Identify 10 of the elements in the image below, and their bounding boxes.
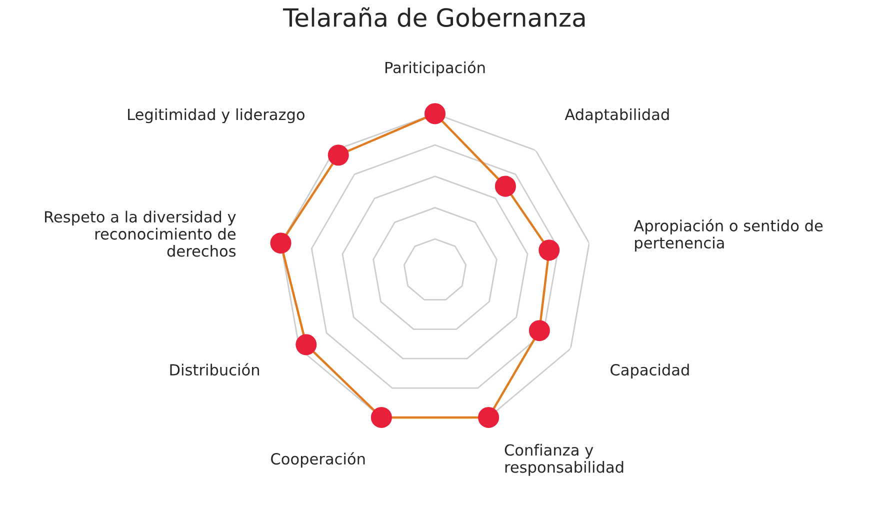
spoke-label: Distribución <box>170 363 259 376</box>
spoke-label: Confianza y responsabilidad <box>504 444 624 476</box>
spoke-label: Cooperación <box>271 452 365 468</box>
spoke-label: Legitimidad y liderazgo <box>128 108 304 124</box>
spoke-label: Respeto a la diversidad y reconocimiento de derechos <box>45 210 236 257</box>
spoke-label: Apropiación o sentido de pertenencia <box>634 219 823 252</box>
spoke-label: Capacidad <box>610 364 689 379</box>
spoke-label: Pariticipación <box>385 60 485 76</box>
chart-title: Telaraña de Gobernanza <box>283 7 585 27</box>
spoke-label: Adaptabilidad <box>564 108 669 124</box>
